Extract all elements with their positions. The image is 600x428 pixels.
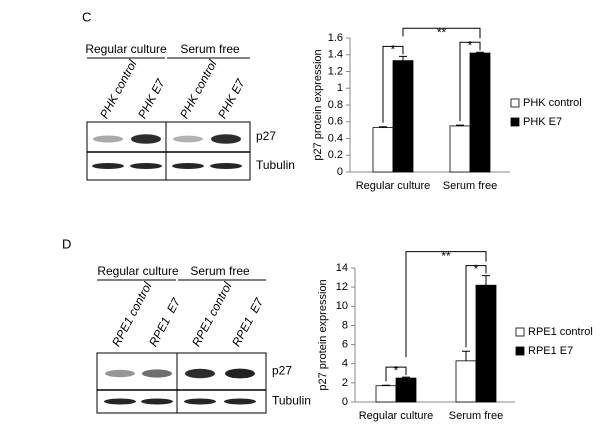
- error-bar: [476, 51, 484, 54]
- tubulin-band: [172, 163, 204, 169]
- bar: [455, 360, 477, 403]
- significance-mark: *: [468, 38, 473, 52]
- p27-band: [211, 134, 241, 144]
- significance-mark: **: [437, 25, 447, 39]
- y-tick-label: 12: [336, 281, 348, 293]
- tubulin-band: [92, 163, 124, 169]
- group-label: Regular culture: [97, 264, 179, 278]
- blot-row-label: Tubulin: [272, 394, 311, 408]
- tubulin-band: [224, 398, 256, 405]
- group-label: Serum free: [190, 264, 250, 278]
- blot-row-label: Tubulin: [256, 158, 295, 172]
- significance-mark: *: [394, 363, 399, 377]
- blot-frame: [96, 352, 267, 414]
- p27-band: [225, 368, 255, 379]
- bar: [375, 385, 397, 403]
- p27-band: [173, 135, 203, 143]
- group-label: Regular culture: [85, 42, 167, 56]
- y-tick-label: 0: [337, 166, 343, 178]
- tubulin-band: [130, 163, 162, 169]
- x-tick-label: Serum free: [443, 180, 497, 192]
- error-bar: [402, 376, 410, 379]
- y-tick-label: 1.4: [328, 49, 343, 61]
- y-tick-label: 0.4: [328, 132, 343, 144]
- legend-swatch: [510, 98, 520, 108]
- y-tick-label: 1.2: [328, 65, 343, 77]
- error-bar: [482, 275, 490, 286]
- bar: [395, 377, 417, 403]
- p27-band: [185, 368, 215, 379]
- error-bar: [399, 55, 407, 61]
- y-axis-label: p27 protein expression: [312, 49, 324, 160]
- legend-label: PHK E7: [523, 116, 562, 128]
- y-tick-label: 4: [342, 358, 348, 370]
- legend-swatch: [515, 346, 525, 356]
- significance-mark: *: [391, 43, 396, 57]
- y-axis-label: p27 protein expression: [317, 279, 329, 390]
- bar: [469, 52, 491, 173]
- y-tick-label: 14: [336, 262, 348, 274]
- y-tick-label: 1: [337, 82, 343, 94]
- blot-frame: [86, 121, 251, 181]
- p27-band: [93, 135, 123, 143]
- x-tick-label: Serum free: [449, 410, 503, 422]
- tubulin-band: [184, 398, 216, 405]
- tubulin-band: [104, 398, 136, 405]
- y-tick-label: 0.6: [328, 116, 343, 128]
- legend-swatch: [510, 117, 520, 127]
- significance-bracket: [459, 41, 481, 122]
- bar: [372, 127, 394, 173]
- tubulin-band: [141, 398, 173, 405]
- y-tick-label: 0.8: [328, 99, 343, 111]
- x-tick-label: Regular culture: [356, 180, 431, 192]
- y-tick-label: 0.2: [328, 149, 343, 161]
- y-tick-label: 6: [342, 338, 348, 350]
- significance-bracket: [382, 45, 404, 123]
- y-tick-label: 2: [342, 377, 348, 389]
- y-tick-label: 0: [342, 396, 348, 408]
- significance-bracket: [402, 27, 481, 39]
- y-tick-label: 1.6: [328, 32, 343, 44]
- significance-bracket: [465, 265, 487, 348]
- error-bar: [456, 124, 464, 126]
- significance-mark: **: [441, 249, 451, 263]
- error-bar: [462, 350, 470, 361]
- panel-letter: C: [82, 9, 91, 24]
- x-tick-label: Regular culture: [359, 410, 434, 422]
- legend-label: RPE1 control: [528, 326, 593, 338]
- legend-label: PHK control: [523, 97, 582, 109]
- p27-band: [131, 134, 161, 144]
- y-tick-label: 8: [342, 319, 348, 331]
- tubulin-band: [210, 163, 242, 169]
- panel-letter: D: [62, 236, 71, 251]
- y-tick-label: 10: [336, 300, 348, 312]
- bar: [475, 284, 497, 403]
- legend-swatch: [515, 327, 525, 337]
- significance-bracket: [405, 251, 487, 358]
- p27-band: [142, 369, 172, 378]
- p27-band: [105, 369, 135, 378]
- bar: [449, 125, 471, 173]
- bar: [392, 60, 414, 173]
- error-bar: [379, 126, 387, 128]
- significance-mark: *: [474, 262, 479, 276]
- significance-bracket: [385, 366, 407, 382]
- legend-label: RPE1 E7: [528, 345, 573, 357]
- blot-row-label: p27: [256, 129, 276, 143]
- blot-row-label: p27: [272, 364, 292, 378]
- group-label: Serum free: [180, 42, 240, 56]
